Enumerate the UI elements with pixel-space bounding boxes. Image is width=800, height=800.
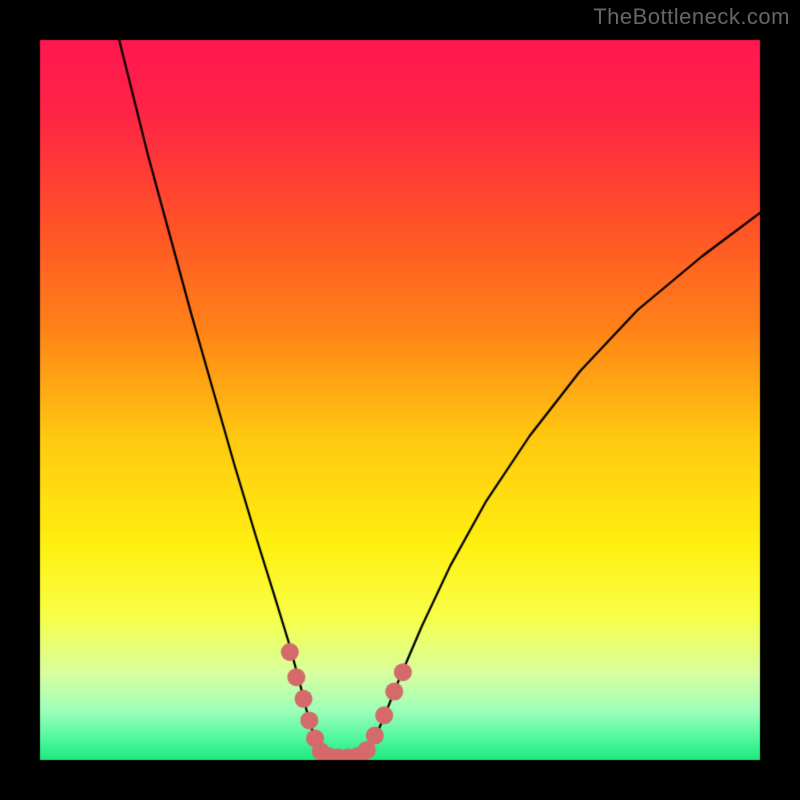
watermark-text: TheBottleneck.com bbox=[593, 4, 790, 30]
bottleneck-chart bbox=[0, 0, 800, 800]
